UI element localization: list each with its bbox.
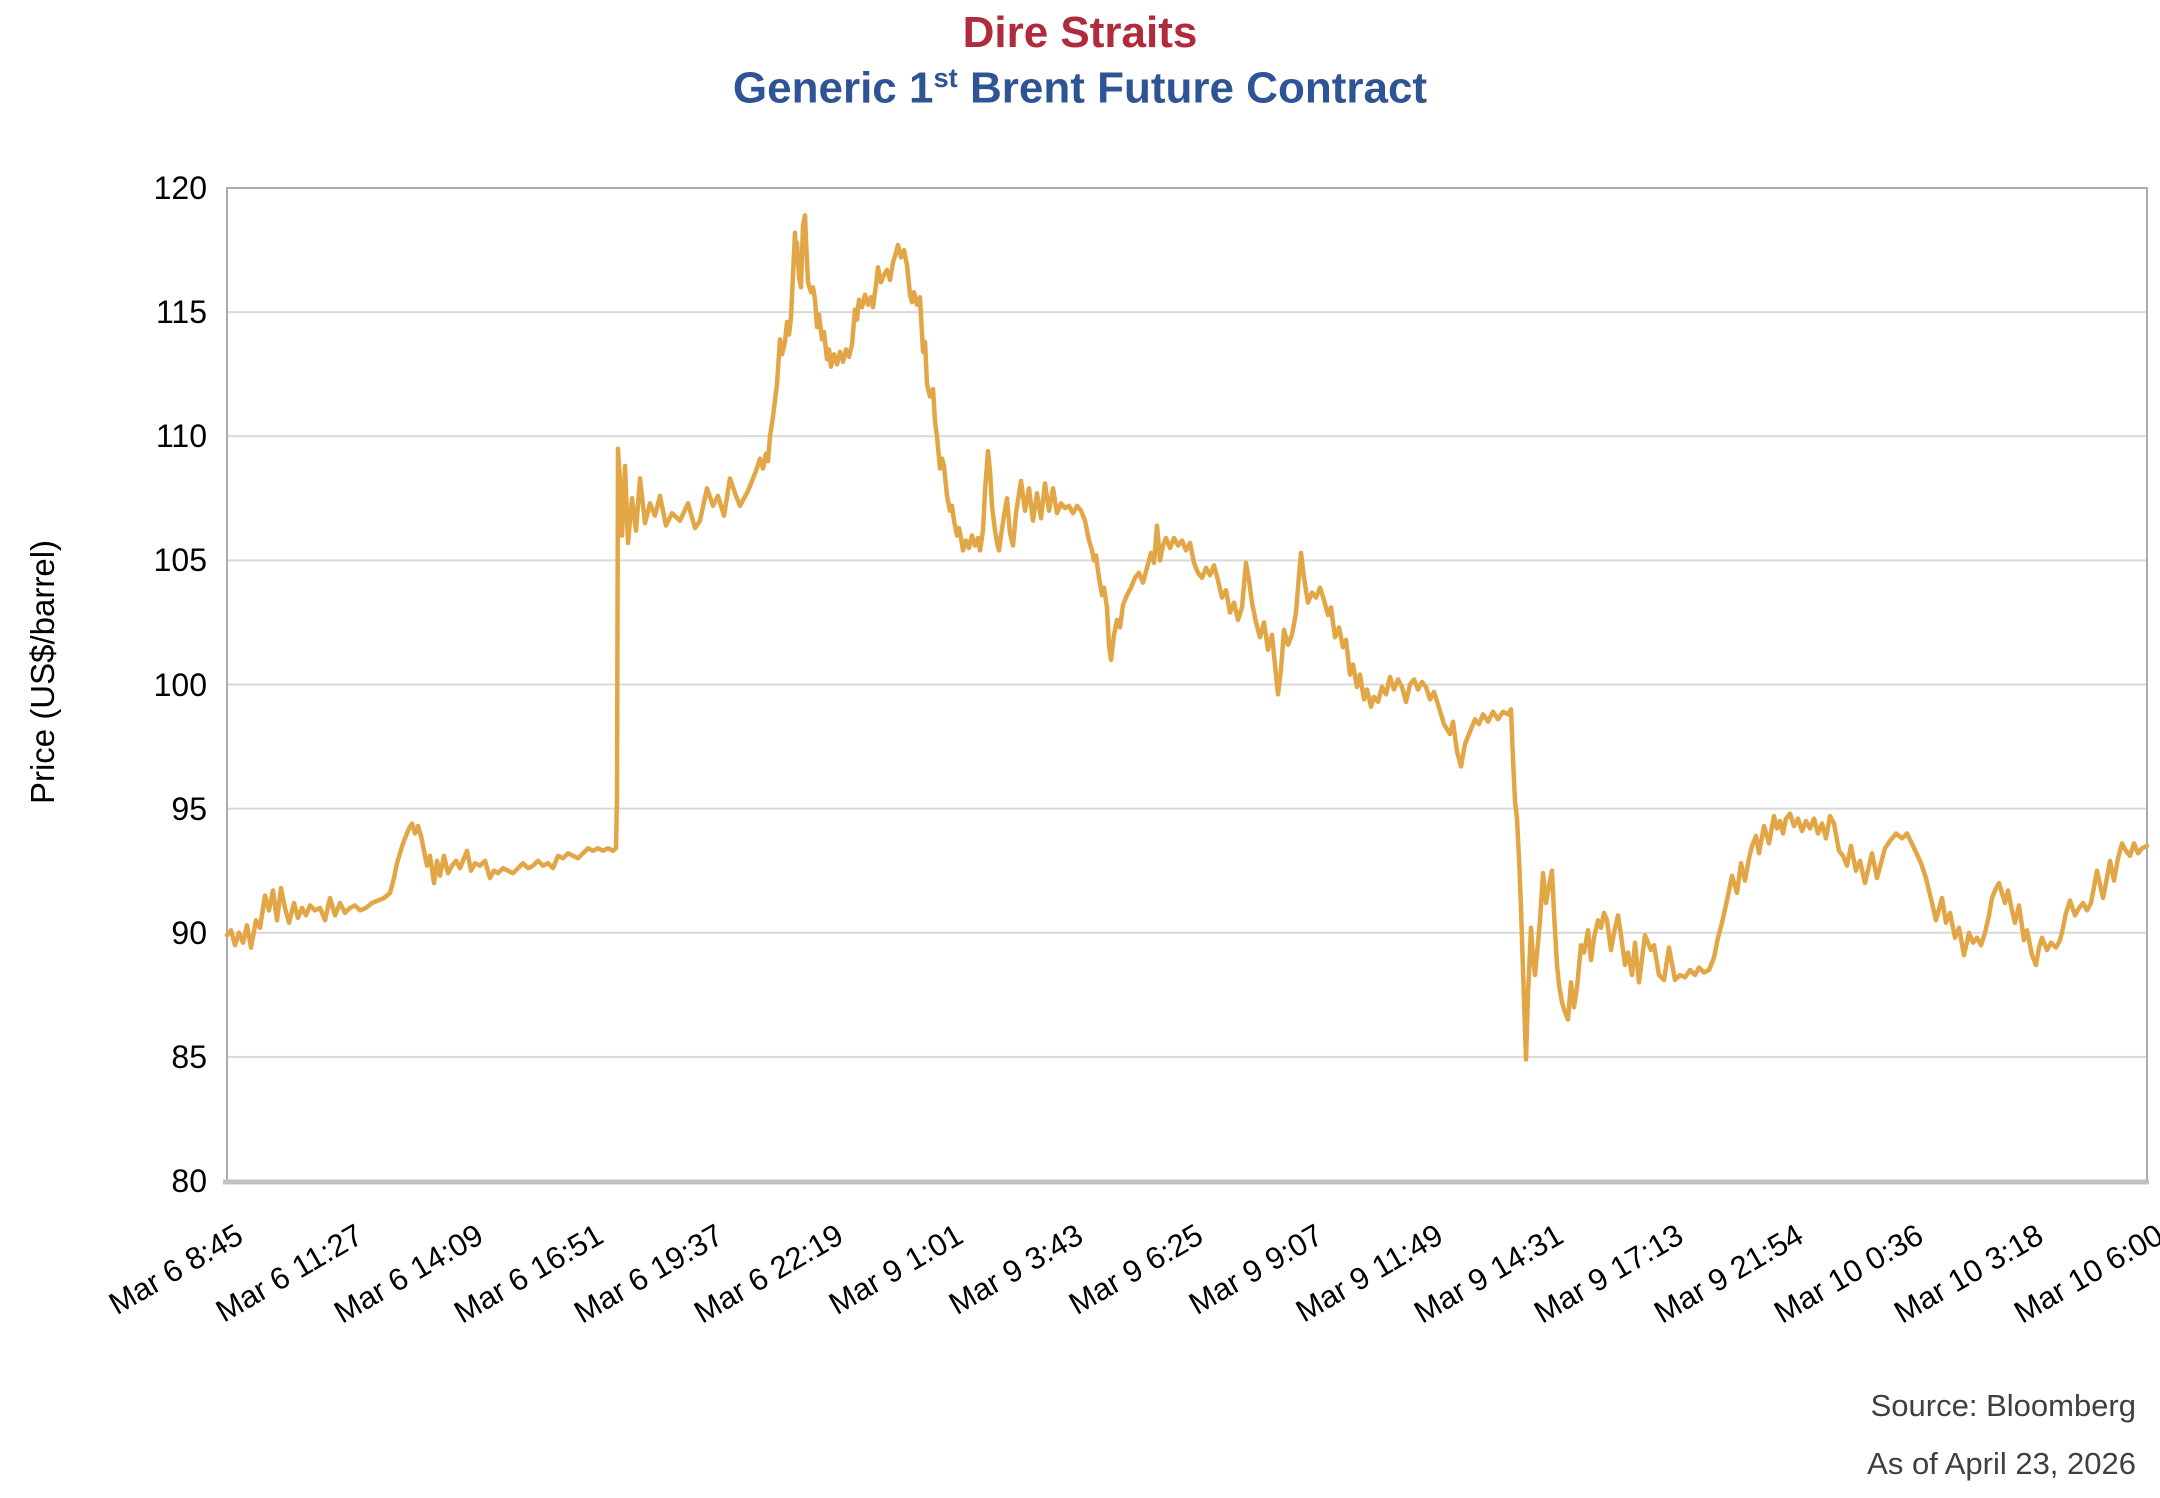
chart-subtitle-rest: Brent Future Contract <box>957 63 1428 113</box>
y-tick-label: 90 <box>171 914 207 951</box>
y-tick-label: 115 <box>155 294 207 331</box>
price-line-series <box>224 213 2150 1062</box>
y-tick-label: 110 <box>155 418 207 455</box>
chart-title: Dire Straits <box>962 8 1198 57</box>
y-tick-label: 80 <box>171 1163 207 1199</box>
chart-subtitle-superscript: st <box>933 62 958 93</box>
y-axis-title: Price (US$/barrel) <box>24 539 61 805</box>
y-tick-label: 95 <box>171 790 207 827</box>
y-tick-label: 105 <box>153 542 207 579</box>
as-of-date: As of April 23, 2026 <box>1867 1446 2136 1481</box>
chart-subtitle: Generic 1st Brent Future Contract <box>0 62 2160 114</box>
y-tick-label: 85 <box>171 1038 207 1075</box>
source-note: Source: Bloomberg <box>1870 1388 2136 1423</box>
gridlines <box>227 311 2147 1058</box>
y-tick-label: 120 <box>153 170 207 206</box>
y-tick-label: 100 <box>153 666 207 703</box>
chart-subtitle-prefix: Generic 1 <box>732 63 934 113</box>
